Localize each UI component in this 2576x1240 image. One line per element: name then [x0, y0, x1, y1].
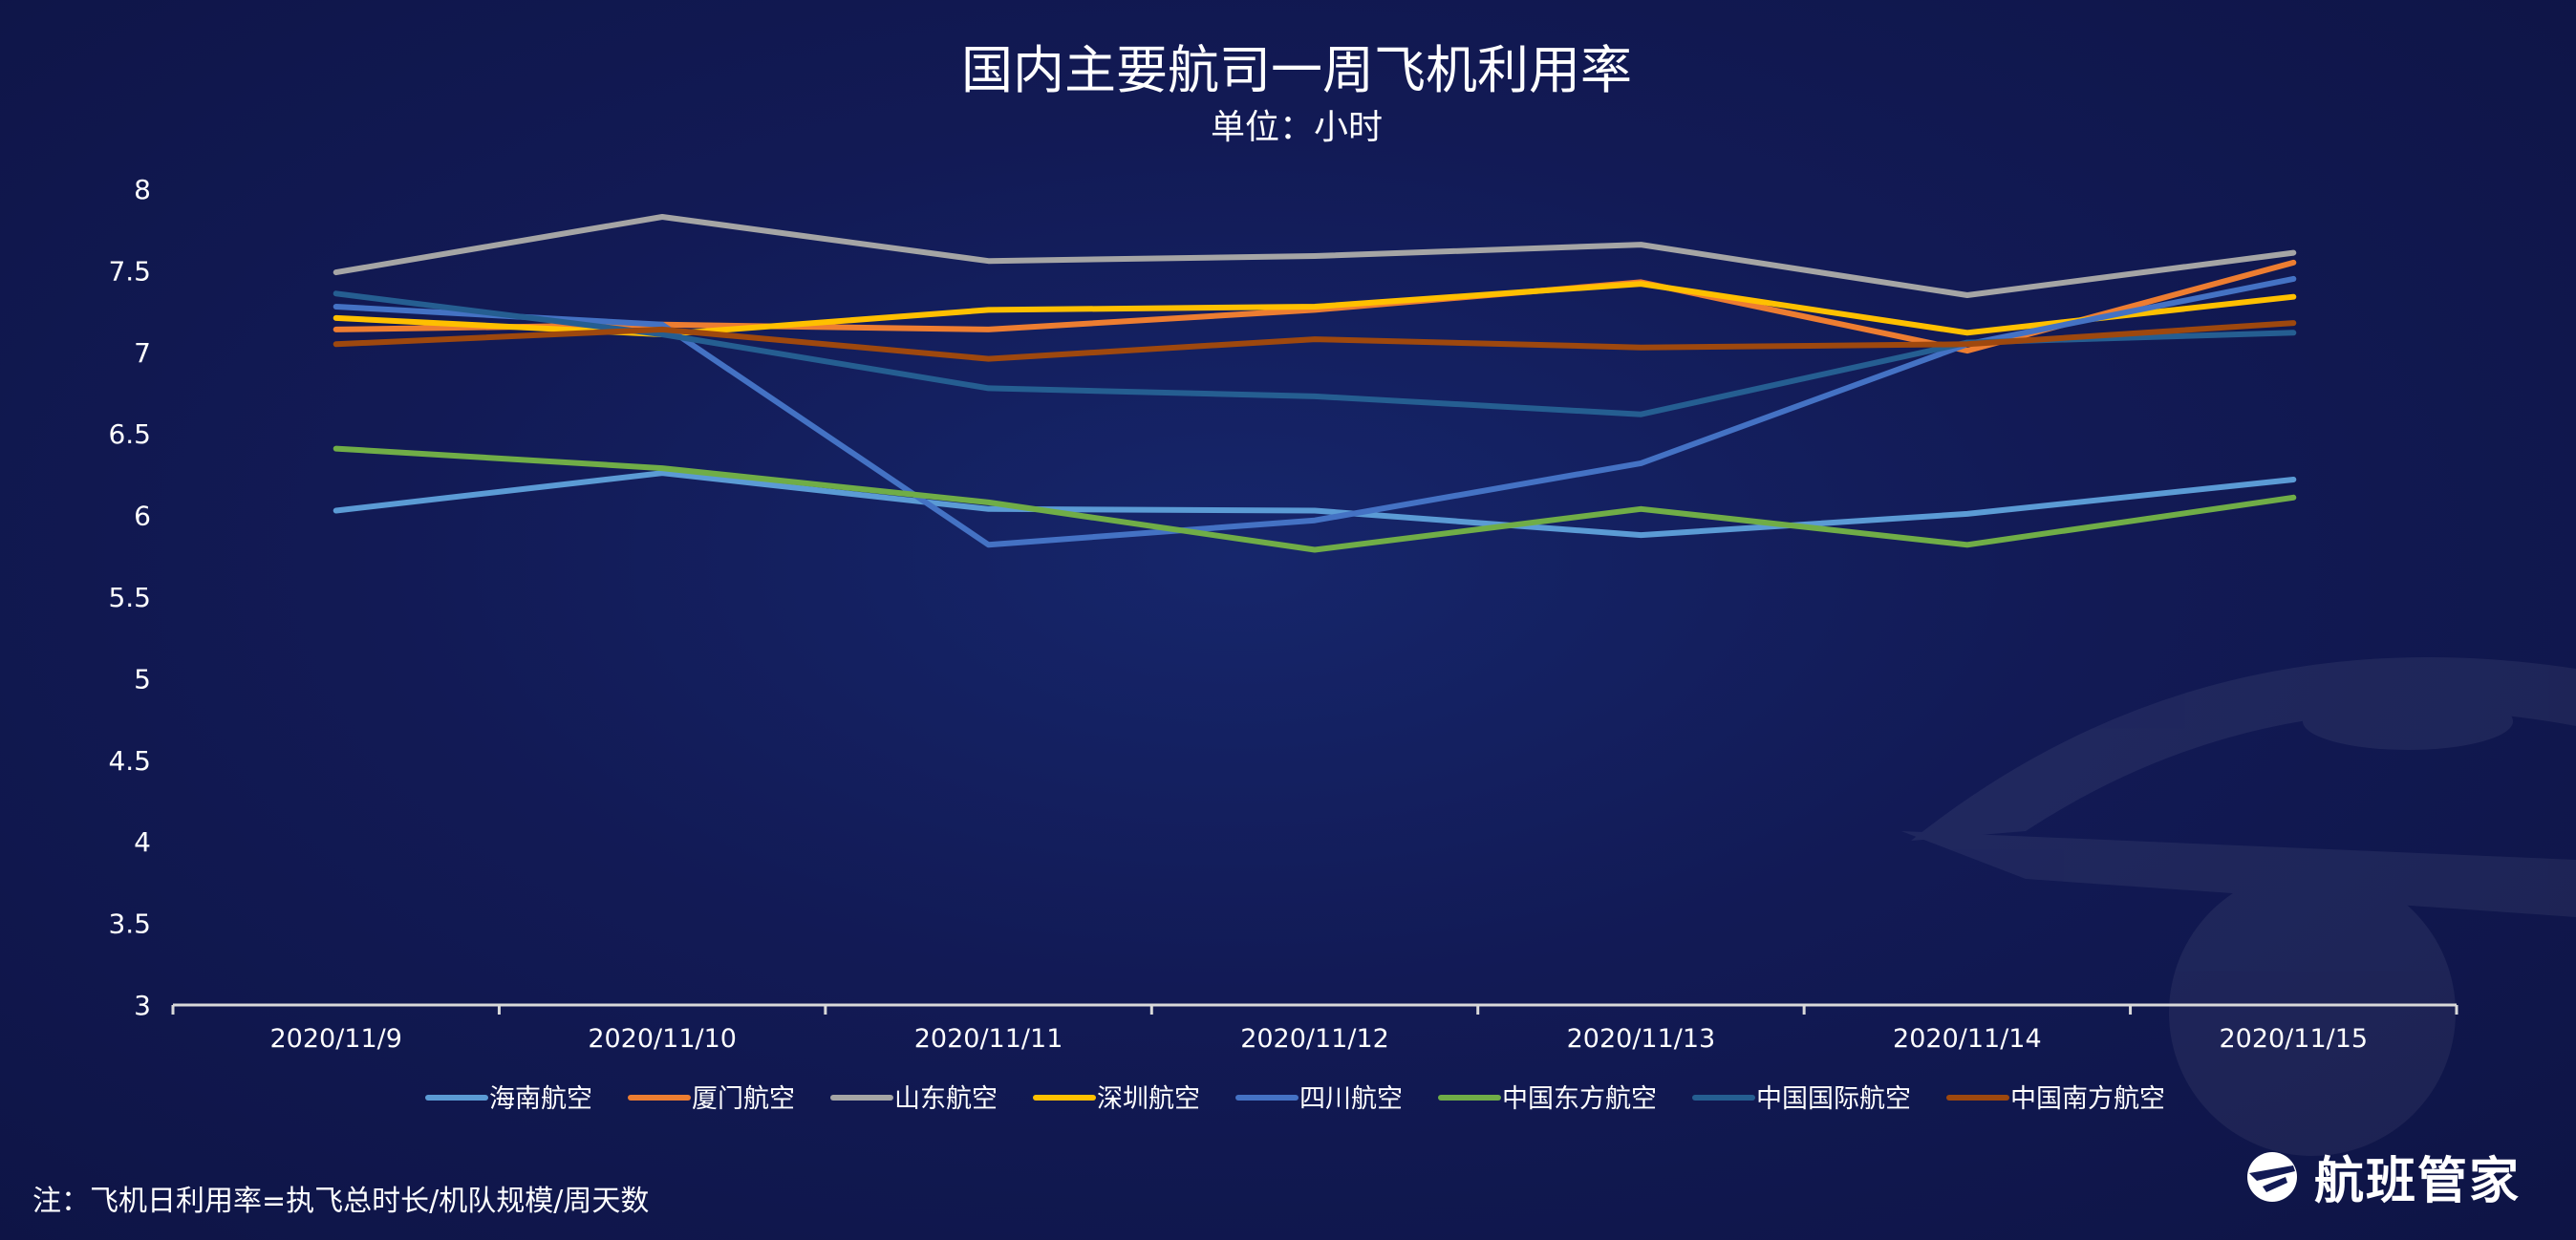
series-line-7: [333, 320, 2297, 362]
x-tick-label: 2020/11/14: [1893, 1024, 2042, 1054]
chart-title: 国内主要航司一周飞机利用率: [961, 40, 1632, 100]
legend-label: 海南航空: [489, 1084, 592, 1114]
legend-label: 中国南方航空: [2010, 1084, 2165, 1114]
y-tick-label: 8: [134, 174, 151, 205]
legend: 海南航空 厦门航空 山东航空 深圳航空 四川航空 中国东方航空 中国国际航空 中国南方航空: [425, 1084, 2165, 1114]
chart-subtitle: 单位：小时: [1211, 108, 1383, 147]
y-tick-label: 6.5: [108, 418, 151, 450]
watermark-logo-icon: [1901, 657, 2576, 1156]
x-tick-label: 2020/11/13: [1567, 1024, 1716, 1054]
y-tick-label: 4: [134, 826, 151, 858]
x-axis-ticks: 2020/11/9 2020/11/10 2020/11/11 2020/11/12 2…: [269, 1024, 2368, 1054]
series-line-4: [333, 275, 2297, 548]
y-tick-label: 7.5: [108, 255, 151, 287]
legend-label: 中国东方航空: [1502, 1084, 1657, 1114]
y-tick-label: 3.5: [108, 909, 151, 940]
y-tick-label: 4.5: [108, 745, 151, 777]
x-tick-label: 2020/11/15: [2219, 1024, 2368, 1054]
x-tick-label: 2020/11/10: [588, 1024, 737, 1054]
brand-name: 航班管家: [2314, 1153, 2522, 1210]
legend-label: 厦门航空: [692, 1084, 795, 1114]
y-axis-ticks: 3 3.5 4 4.5 5 5.5 6 6.5 7 7.5 8: [108, 174, 151, 1021]
series-lines: [333, 214, 2297, 553]
x-tick-label: 2020/11/11: [914, 1024, 1063, 1054]
y-tick-label: 5.5: [108, 582, 151, 613]
plane-globe-logo-icon: [2247, 1151, 2297, 1202]
legend-label: 山东航空: [894, 1084, 998, 1114]
y-tick-label: 3: [134, 990, 151, 1021]
x-axis-tick-marks: [171, 1005, 2458, 1015]
brand-logo: 航班管家: [2243, 1141, 2521, 1212]
y-tick-label: 6: [134, 501, 151, 532]
x-tick-label: 2020/11/9: [269, 1024, 401, 1054]
y-tick-label: 7: [134, 337, 151, 369]
series-line-2: [333, 214, 2297, 298]
footnote: 注：飞机日利用率=执飞总时长/机队规模/周天数: [32, 1185, 650, 1218]
legend-label: 中国国际航空: [1756, 1084, 1911, 1114]
series-line-5: [333, 445, 2297, 553]
legend-label: 深圳航空: [1097, 1084, 1200, 1114]
legend-label: 四川航空: [1299, 1084, 1403, 1114]
series-line-0: [333, 470, 2297, 539]
y-tick-label: 5: [134, 663, 151, 695]
x-tick-label: 2020/11/12: [1240, 1024, 1389, 1054]
